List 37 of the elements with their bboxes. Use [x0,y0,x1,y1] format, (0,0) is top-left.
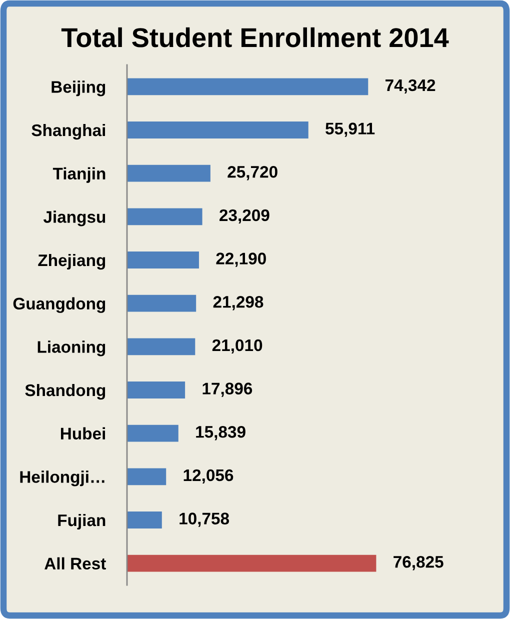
bar [127,164,210,182]
bar [127,208,202,226]
bar [127,554,376,572]
bar [127,338,196,356]
y-tick-label: Shanghai [32,124,105,140]
bar [127,424,178,442]
data-label: 23,209 [220,209,270,224]
bar [127,382,186,398]
y-tick-label: Zhejiang [38,254,106,270]
data-label: 22,190 [216,252,266,267]
y-tick-label: Tianjin [52,167,106,183]
y-tick-label: Liaoning [38,340,106,356]
data-label: 21,010 [212,339,262,354]
data-label: 25,720 [228,166,278,180]
chart-title: Total Student Enrollment 2014 [61,27,449,48]
y-tick-label: Jiangsu [43,210,106,226]
y-tick-label: Fujian [58,514,106,530]
data-label: 15,839 [196,426,246,440]
y-tick-label: Heilongji… [20,470,104,486]
bar [127,78,368,96]
y-tick-label: Hubei [60,427,105,440]
data-label: 17,896 [202,382,252,397]
data-label: 21,298 [213,296,264,310]
bar [127,252,199,268]
data-label: 12,056 [184,469,234,484]
data-label: 10,758 [180,512,230,527]
y-tick-label: Guangdong [13,297,106,313]
bar [127,468,166,486]
data-label: 76,825 [394,556,444,570]
bar [127,122,308,138]
y-tick-label: All Rest [44,557,106,570]
y-tick-label: Shandong [25,384,106,400]
bar [127,294,196,312]
data-label: 55,911 [326,122,375,137]
y-tick-label: Beijing [52,80,106,96]
bar [127,512,162,528]
data-label: 74,342 [386,79,436,94]
